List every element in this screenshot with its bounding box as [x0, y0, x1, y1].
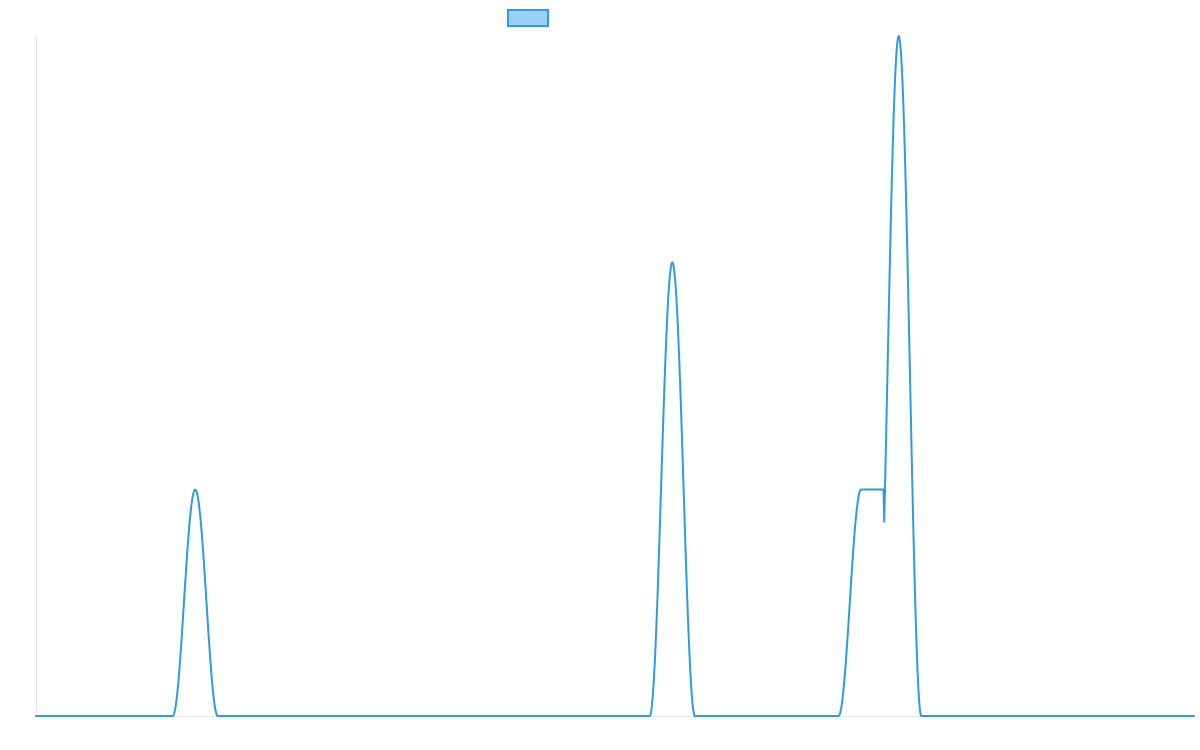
series-line: [35, 35, 1195, 717]
legend-swatch[interactable]: [507, 9, 549, 27]
series-group: [35, 35, 1195, 717]
axes: [36, 36, 1194, 717]
legend: [507, 9, 549, 27]
